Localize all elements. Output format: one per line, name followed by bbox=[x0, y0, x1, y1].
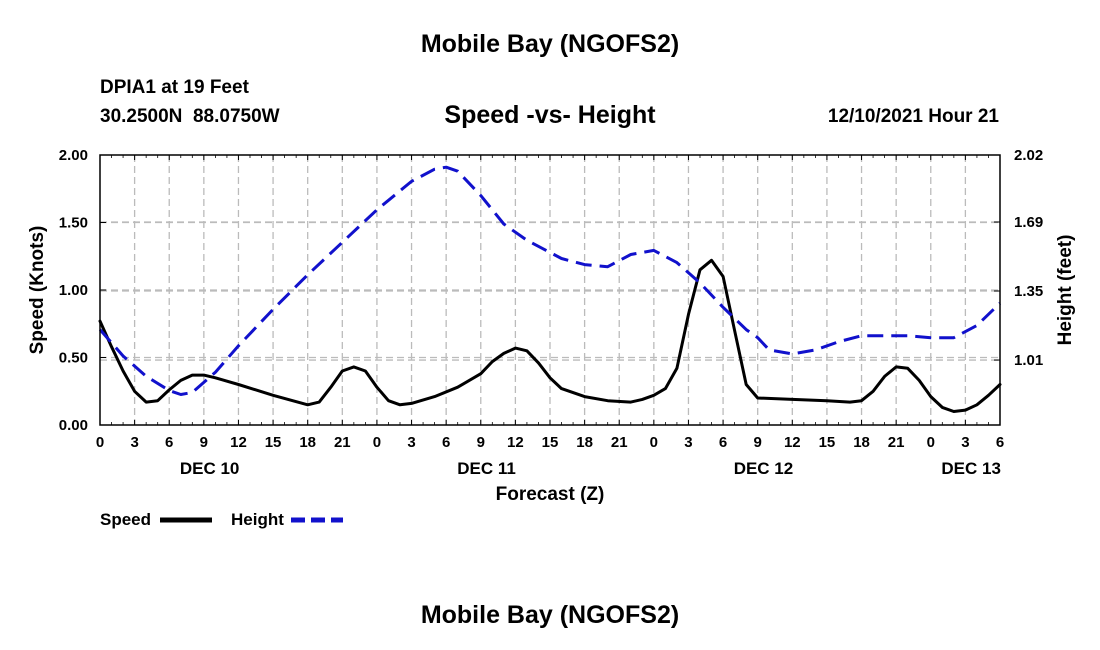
x-tick-label: 3 bbox=[961, 434, 969, 451]
x-tick-label: 0 bbox=[96, 434, 104, 451]
speed-height-chart: 0 3 6 9 12 15 18 21 0 3 6 9 12 15 18 21 0 3 6 9 12 15 18 21 0 3 6D… bbox=[27, 147, 1076, 529]
x-tick-label: 3 bbox=[684, 434, 692, 451]
x-tick-label: 0 bbox=[650, 434, 658, 451]
legend: Speed Height bbox=[100, 510, 343, 529]
y-tick-label: 1.50 bbox=[59, 215, 88, 232]
x-tick-label: 0 bbox=[927, 434, 935, 451]
date-label: DEC 12 bbox=[734, 459, 794, 478]
speed-series-line bbox=[98, 258, 1002, 413]
page-title: Mobile Bay (NGOFS2) bbox=[420, 30, 680, 58]
station-name: DPIA1 at 19 Feet bbox=[100, 77, 249, 98]
y2-tick-label: 2.02 bbox=[1014, 147, 1043, 164]
x-tick-label: 6 bbox=[165, 434, 173, 451]
x-tick-label: 9 bbox=[754, 434, 762, 451]
x-axis-label: Forecast (Z) bbox=[496, 484, 605, 505]
x-tick-label: 3 bbox=[130, 434, 138, 451]
footer-title: Mobile Bay (NGOFS2) bbox=[420, 601, 680, 629]
legend-height-label: Height bbox=[231, 510, 284, 529]
y2-axis-label: Height (feet) bbox=[1055, 235, 1076, 346]
x-tick-label: 3 bbox=[407, 434, 415, 451]
x-tick-label: 9 bbox=[200, 434, 208, 451]
legend-speed-label: Speed bbox=[100, 510, 151, 529]
x-tick-label: 15 bbox=[542, 434, 559, 451]
date-label: DEC 11 bbox=[457, 459, 516, 478]
y-tick-label: 0.50 bbox=[59, 350, 88, 367]
x-tick-label: 0 bbox=[373, 434, 381, 451]
y2-tick-label: 1.35 bbox=[1014, 283, 1043, 300]
date-label: DEC 10 bbox=[180, 459, 240, 478]
y-tick-label: 0.00 bbox=[59, 417, 88, 434]
x-tick-label: 15 bbox=[265, 434, 282, 451]
height-series-line bbox=[98, 165, 1002, 396]
x-tick-label: 18 bbox=[853, 434, 870, 451]
x-tick-label: 15 bbox=[819, 434, 836, 451]
x-tick-label: 9 bbox=[477, 434, 485, 451]
x-tick-label: 21 bbox=[334, 434, 351, 451]
station-coordinates: 30.2500N 88.0750W bbox=[100, 106, 280, 127]
x-tick-label: 12 bbox=[784, 434, 801, 451]
x-tick-label: 12 bbox=[507, 434, 524, 451]
x-tick-label: 21 bbox=[888, 434, 905, 451]
y2-tick-label: 1.01 bbox=[1014, 352, 1043, 369]
y-tick-label: 1.00 bbox=[59, 282, 88, 299]
x-tick-label: 18 bbox=[299, 434, 316, 451]
y-tick-label: 2.00 bbox=[59, 147, 88, 164]
y-axis-label: Speed (Knots) bbox=[27, 226, 48, 355]
y2-tick-label: 1.69 bbox=[1014, 214, 1043, 231]
x-tick-label: 6 bbox=[996, 434, 1004, 451]
x-tick-label: 18 bbox=[576, 434, 593, 451]
x-tick-label: 21 bbox=[611, 434, 628, 451]
date-label: DEC 13 bbox=[941, 459, 1001, 478]
x-tick-label: 12 bbox=[230, 434, 247, 451]
forecast-time: 12/10/2021 Hour 21 bbox=[827, 106, 999, 127]
x-tick-label: 6 bbox=[719, 434, 727, 451]
chart-subtitle: Speed -vs- Height bbox=[444, 101, 656, 129]
x-tick-label: 6 bbox=[442, 434, 450, 451]
